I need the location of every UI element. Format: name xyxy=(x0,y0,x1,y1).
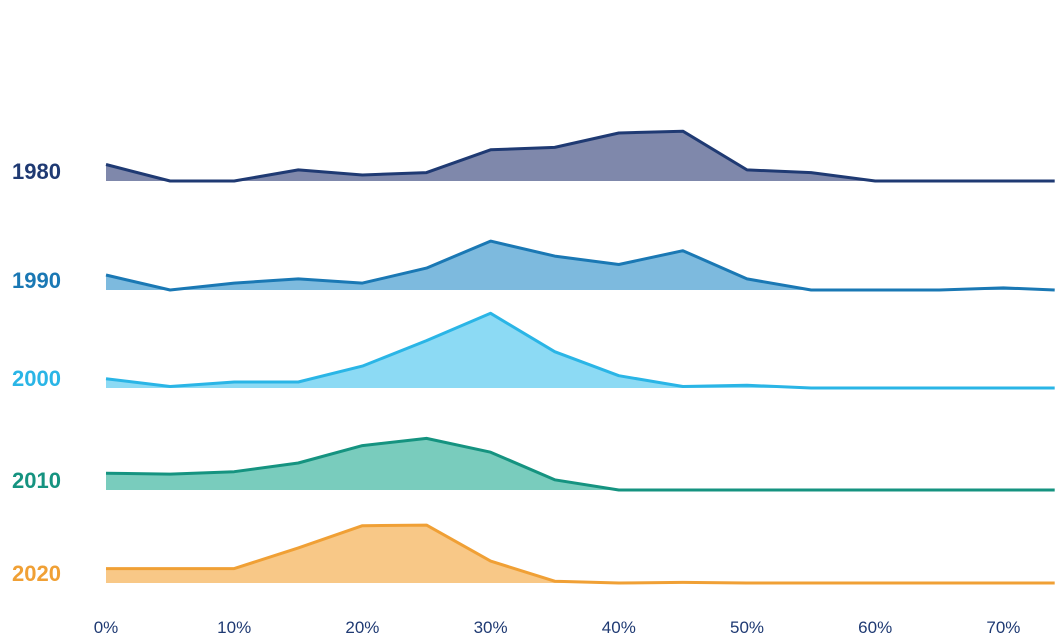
x-tick-label: 60% xyxy=(858,618,892,637)
area-1980 xyxy=(106,131,1055,181)
x-tick-label: 10% xyxy=(217,618,251,637)
x-tick-label: 50% xyxy=(730,618,764,637)
area-2010 xyxy=(106,438,1055,490)
row-label-2000: 2000 xyxy=(12,366,61,391)
area-2020 xyxy=(106,525,1055,583)
x-tick-label: 20% xyxy=(345,618,379,637)
row-label-1990: 1990 xyxy=(12,268,61,293)
series-areas xyxy=(105,129,1055,585)
area-1990 xyxy=(106,241,1055,290)
row-label-2020: 2020 xyxy=(12,561,61,586)
x-tick-label: 40% xyxy=(602,618,636,637)
row-label-1980: 1980 xyxy=(12,159,61,184)
x-axis: 0% 10% 20% 30% 40% 50% 60% 70% xyxy=(94,618,1021,637)
line-1990 xyxy=(105,239,1055,292)
row-labels: 1980 1990 2000 2010 2020 xyxy=(12,159,61,586)
line-2010 xyxy=(105,436,1055,492)
x-tick-label: 70% xyxy=(986,618,1020,637)
x-tick-label: 0% xyxy=(94,618,119,637)
row-label-2010: 2010 xyxy=(12,468,61,493)
area-2000 xyxy=(106,313,1055,388)
x-tick-label: 30% xyxy=(474,618,508,637)
line-2020 xyxy=(106,523,1055,585)
line-2000 xyxy=(105,311,1055,390)
line-1980 xyxy=(105,129,1055,183)
